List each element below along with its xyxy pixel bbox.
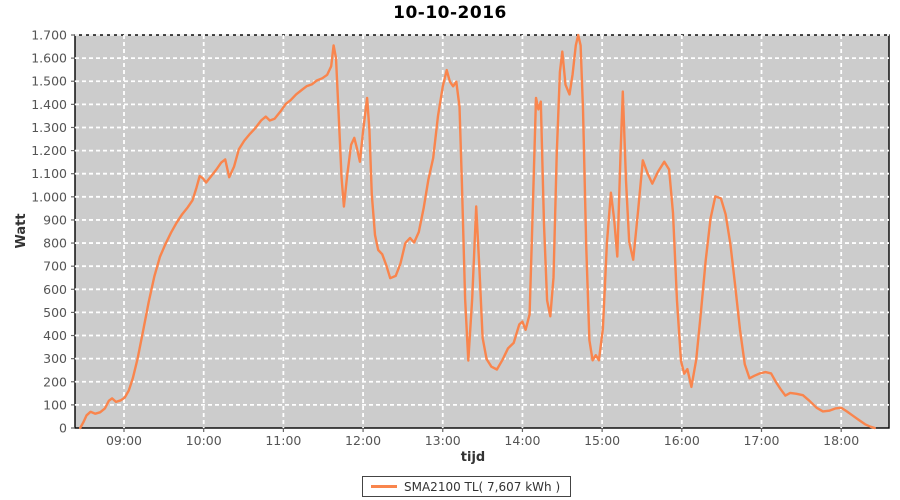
svg-text:12:00: 12:00 <box>345 433 381 448</box>
x-tick-labels: 09:00 10:00 11:00 12:00 13:00 14:00 15:00 16:00… <box>106 433 859 448</box>
svg-text:18:00: 18:00 <box>823 433 859 448</box>
plot-area: 0 100 200 300 400 500 600 700 800 900 1.000 1.100 1.… <box>31 28 890 448</box>
svg-text:1.500: 1.500 <box>31 74 67 89</box>
plot-background <box>75 35 889 428</box>
tick-marks <box>71 34 842 432</box>
svg-text:09:00: 09:00 <box>106 433 142 448</box>
y-tick-labels: 0 100 200 300 400 500 600 700 800 900 1.000 1.100 1.… <box>31 28 67 436</box>
legend-line-swatch <box>371 485 397 488</box>
x-axis-title: tijd <box>460 450 486 465</box>
svg-text:600: 600 <box>43 282 67 297</box>
svg-text:1.000: 1.000 <box>31 189 67 204</box>
svg-text:0: 0 <box>59 421 67 436</box>
svg-text:11:00: 11:00 <box>265 433 301 448</box>
svg-text:500: 500 <box>43 305 67 320</box>
y-axis-title: Watt <box>14 213 29 249</box>
svg-text:1.200: 1.200 <box>31 143 67 158</box>
svg-text:300: 300 <box>43 351 67 366</box>
svg-text:1.400: 1.400 <box>31 97 67 112</box>
svg-text:800: 800 <box>43 236 67 251</box>
svg-text:1.700: 1.700 <box>31 28 67 43</box>
svg-text:14:00: 14:00 <box>504 433 540 448</box>
svg-text:900: 900 <box>43 212 67 227</box>
svg-text:1.600: 1.600 <box>31 51 67 66</box>
svg-text:1.100: 1.100 <box>31 166 67 181</box>
svg-text:17:00: 17:00 <box>743 433 779 448</box>
svg-text:700: 700 <box>43 259 67 274</box>
series-line <box>78 33 876 430</box>
svg-text:16:00: 16:00 <box>664 433 700 448</box>
legend-label: SMA2100 TL( 7,607 kWh ) <box>404 479 561 494</box>
legend: SMA2100 TL( 7,607 kWh ) <box>362 476 572 497</box>
svg-text:200: 200 <box>43 374 67 389</box>
svg-text:400: 400 <box>43 328 67 343</box>
svg-text:100: 100 <box>43 397 67 412</box>
svg-text:15:00: 15:00 <box>584 433 620 448</box>
svg-text:13:00: 13:00 <box>425 433 461 448</box>
svg-text:10:00: 10:00 <box>186 433 222 448</box>
chart-title: 10-10-2016 <box>393 3 507 23</box>
svg-text:1.300: 1.300 <box>31 120 67 135</box>
